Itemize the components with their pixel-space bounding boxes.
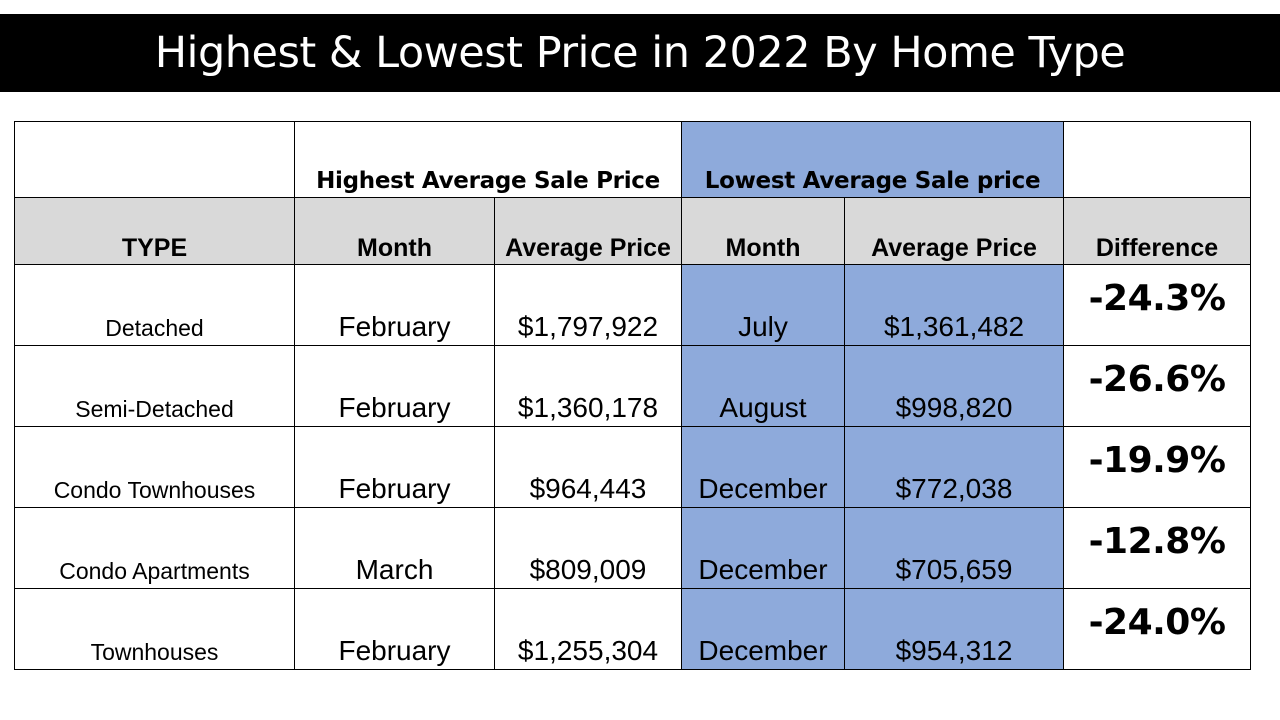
- type-label: Detached: [105, 315, 204, 341]
- type-cell: Detached: [14, 264, 295, 346]
- low-month-value: December: [698, 635, 828, 666]
- column-header-difference: Difference: [1063, 197, 1252, 265]
- type-cell: Condo Apartments: [14, 507, 295, 589]
- column-header-low-month: Month: [681, 197, 845, 265]
- high-price-value: $1,360,178: [517, 392, 659, 423]
- high-month-value: February: [338, 311, 451, 342]
- high-month-cell: February: [294, 264, 495, 346]
- low-price-cell: $705,659: [843, 507, 1065, 589]
- difference-value: -19.9%: [1088, 439, 1226, 481]
- low-month-value: July: [738, 311, 788, 342]
- difference-cell: -12.8%: [1063, 507, 1252, 589]
- high-month-value: February: [338, 392, 451, 423]
- column-header-label: Month: [357, 234, 432, 262]
- difference-cell: -26.6%: [1063, 345, 1252, 427]
- low-price-cell: $954,312: [843, 588, 1065, 670]
- column-header-type: TYPE: [14, 197, 295, 265]
- page-title: Highest & Lowest Price in 2022 By Home T…: [154, 27, 1126, 78]
- empty-difference-header-cell: [1063, 121, 1252, 198]
- high-month-value: February: [338, 635, 451, 666]
- type-label: Condo Townhouses: [53, 477, 256, 503]
- type-label: Townhouses: [90, 639, 219, 665]
- low-price-value: $705,659: [895, 554, 1013, 585]
- low-price-value: $772,038: [895, 473, 1013, 504]
- low-price-cell: $998,820: [843, 345, 1065, 427]
- lowest-group-header: Lowest Average Sale price: [680, 121, 1065, 198]
- title-bar: Highest & Lowest Price in 2022 By Home T…: [0, 14, 1280, 92]
- column-header-label: Month: [725, 234, 801, 262]
- table-row: Condo Townhouses February $964,443 Decem…: [14, 426, 1252, 508]
- difference-value: -24.0%: [1088, 601, 1226, 643]
- low-price-cell: $772,038: [843, 426, 1065, 508]
- type-label: Condo Apartments: [59, 558, 250, 584]
- column-header-row: TYPE Month Average Price Month Average P…: [14, 197, 1252, 265]
- column-header-high-price: Average Price: [494, 197, 682, 265]
- table-row: Detached February $1,797,922 July $1,361…: [14, 264, 1252, 346]
- high-price-cell: $1,360,178: [494, 345, 682, 427]
- column-header-label: TYPE: [121, 234, 188, 262]
- type-cell: Semi-Detached: [14, 345, 295, 427]
- high-price-cell: $809,009: [494, 507, 682, 589]
- high-month-cell: February: [294, 588, 495, 670]
- difference-cell: -24.0%: [1063, 588, 1252, 670]
- low-price-value: $954,312: [895, 635, 1013, 666]
- high-price-value: $1,797,922: [517, 311, 659, 342]
- low-month-cell: December: [681, 588, 845, 670]
- column-header-high-month: Month: [294, 197, 495, 265]
- high-price-cell: $1,255,304: [494, 588, 682, 670]
- difference-value: -12.8%: [1088, 520, 1226, 562]
- difference-cell: -19.9%: [1063, 426, 1252, 508]
- low-month-cell: July: [681, 264, 845, 346]
- low-month-cell: August: [681, 345, 845, 427]
- high-month-cell: March: [294, 507, 495, 589]
- low-month-value: December: [698, 473, 828, 504]
- high-price-cell: $1,797,922: [494, 264, 682, 346]
- column-header-label: Average Price: [871, 234, 1037, 262]
- table-row: Semi-Detached February $1,360,178 August…: [14, 345, 1252, 427]
- low-month-cell: December: [681, 426, 845, 508]
- column-header-low-price: Average Price: [843, 197, 1065, 265]
- high-price-value: $964,443: [529, 473, 647, 504]
- low-month-cell: December: [681, 507, 845, 589]
- highest-group-label: Highest Average Sale Price: [316, 168, 660, 194]
- high-month-value: March: [355, 554, 434, 585]
- column-header-label: Difference: [1095, 234, 1219, 262]
- high-month-cell: February: [294, 345, 495, 427]
- high-month-value: February: [338, 473, 451, 504]
- highest-group-header: Highest Average Sale Price: [294, 121, 682, 198]
- empty-corner-cell: [14, 121, 295, 198]
- table-row: Townhouses February $1,255,304 December …: [14, 588, 1252, 670]
- difference-value: -24.3%: [1088, 277, 1226, 319]
- low-month-value: August: [719, 392, 807, 423]
- type-cell: Condo Townhouses: [14, 426, 295, 508]
- low-price-value: $998,820: [895, 392, 1013, 423]
- high-month-cell: February: [294, 426, 495, 508]
- low-price-cell: $1,361,482: [843, 264, 1065, 346]
- group-header-row: Highest Average Sale Price Lowest Averag…: [14, 121, 1252, 198]
- low-month-value: December: [698, 554, 828, 585]
- price-table: Highest Average Sale Price Lowest Averag…: [14, 121, 1252, 670]
- difference-value: -26.6%: [1088, 358, 1226, 400]
- high-price-value: $809,009: [529, 554, 647, 585]
- column-header-label: Average Price: [505, 234, 671, 262]
- type-cell: Townhouses: [14, 588, 295, 670]
- lowest-group-label: Lowest Average Sale price: [704, 168, 1041, 194]
- table-row: Condo Apartments March $809,009 December…: [14, 507, 1252, 589]
- high-price-value: $1,255,304: [517, 635, 659, 666]
- low-price-value: $1,361,482: [883, 311, 1025, 342]
- type-label: Semi-Detached: [75, 396, 234, 422]
- high-price-cell: $964,443: [494, 426, 682, 508]
- difference-cell: -24.3%: [1063, 264, 1252, 346]
